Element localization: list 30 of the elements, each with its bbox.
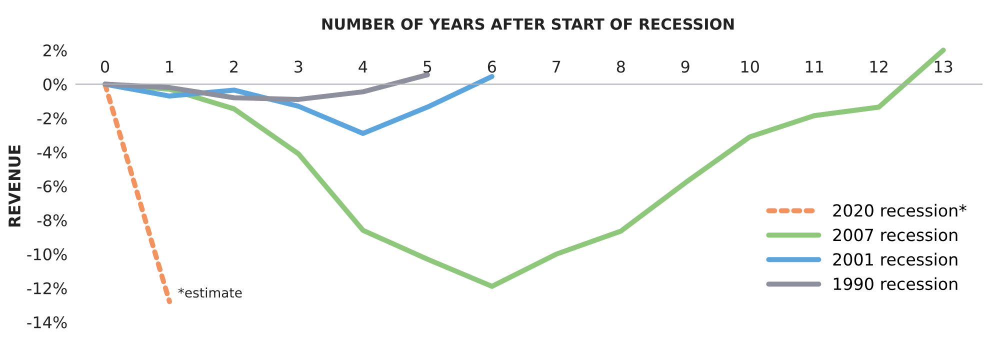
x-tick-label: 3 [294,60,302,73]
y-tick-label: -14% [27,316,67,328]
x-tick-label: 8 [616,60,625,73]
x-tick-label: 2 [230,60,238,72]
x-tick-label: 11 [806,60,824,72]
x-tick-label: 4 [358,60,368,72]
legend-label: 2020 recession* [833,204,966,217]
x-tick-label: 7 [552,60,560,72]
x-tick-label: 9 [681,60,690,73]
x-tick-label: 0 [100,60,110,73]
x-tick-label: 13 [934,60,952,73]
x-tick-label: 1 [166,60,174,72]
y-tick-label: -2% [37,112,67,124]
x-tick-label: 10 [741,60,759,73]
annotation: *estimate [178,287,242,298]
legend-label: 2007 recession [833,228,958,242]
y-tick-label: -12% [27,282,67,294]
x-tick-label: 6 [488,60,496,73]
y-tick-label: -4% [37,146,67,158]
y-tick-label: -10% [27,248,67,260]
x-tick-label: 5 [424,60,432,73]
legend-label: 2001 recession [833,252,958,266]
x-axis-title: NUMBER OF YEARS AFTER START OF RECESSION [322,18,734,30]
y-tick-label: 2% [44,44,67,56]
x-tick-label: 12 [870,60,888,72]
legend-label: 1990 recession [834,277,958,290]
y-tick-label: -6% [37,180,67,192]
y-axis-title: REVENUE [8,145,21,227]
y-tick-label: -8% [37,214,67,226]
y-tick-label: 0% [43,78,67,90]
